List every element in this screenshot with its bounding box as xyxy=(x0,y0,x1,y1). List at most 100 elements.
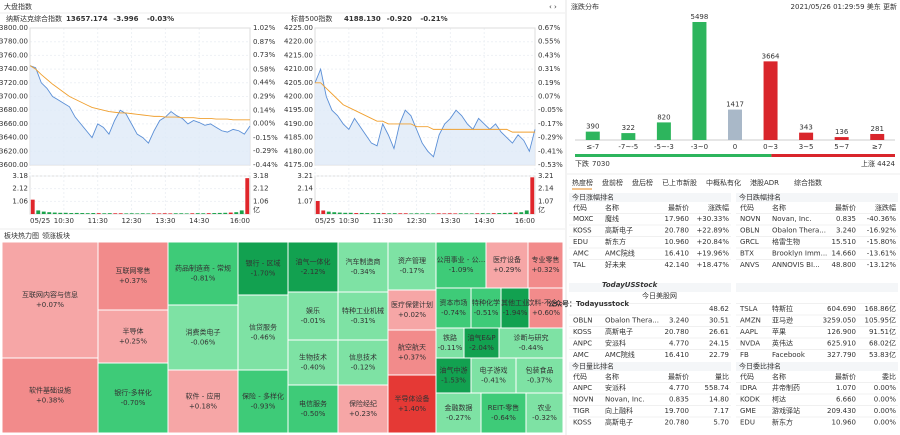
heatmap-tab[interactable]: 领涨板块 xyxy=(42,231,70,240)
sector-tile[interactable] xyxy=(287,384,339,434)
sector-tile[interactable] xyxy=(463,327,500,359)
volume-bar xyxy=(52,212,57,214)
table-cell: Obalon Thera... xyxy=(772,227,826,235)
sector-pct: +0.07% xyxy=(36,301,64,309)
sector-tile[interactable] xyxy=(435,392,482,434)
sector-tile[interactable] xyxy=(337,241,389,293)
sector-tile[interactable] xyxy=(500,287,530,329)
table-cell[interactable]: OBLN xyxy=(740,227,759,235)
sector-tile[interactable] xyxy=(97,309,169,364)
tab[interactable]: 综合指数 xyxy=(794,178,822,187)
sector-tile[interactable] xyxy=(167,241,239,306)
sector-pct: -0.27% xyxy=(446,414,471,422)
sector-tile[interactable] xyxy=(435,357,472,394)
tab[interactable]: 已上市新股 xyxy=(662,178,697,187)
table-cell[interactable]: ANVS xyxy=(740,261,760,269)
table-cell[interactable]: NVDA xyxy=(740,340,760,348)
tab[interactable]: 盘后榜 xyxy=(632,178,653,187)
volume-bar xyxy=(414,213,419,214)
dist-category: 0~3 xyxy=(763,143,778,151)
volume-bar xyxy=(354,213,359,214)
table-cell[interactable]: KOSS xyxy=(573,227,592,235)
sector-tile[interactable] xyxy=(387,329,437,376)
heatmap-tab[interactable]: 板块热力图 xyxy=(4,231,39,240)
table-cell[interactable]: GME xyxy=(740,407,756,415)
tab[interactable]: 港股ADR xyxy=(750,178,779,187)
volume-bar xyxy=(113,213,118,214)
table-cell[interactable]: AMZN xyxy=(740,317,761,325)
table-cell[interactable]: GRCL xyxy=(740,238,759,246)
sector-tile[interactable] xyxy=(470,287,502,329)
sector-tile[interactable] xyxy=(1,241,99,359)
table-cell[interactable]: KODK xyxy=(740,396,760,404)
sector-tile[interactable] xyxy=(435,287,472,329)
sector-tile[interactable] xyxy=(97,241,169,311)
volume-bar xyxy=(140,213,145,214)
sector-tile[interactable] xyxy=(387,374,437,434)
table-cell[interactable]: EDU xyxy=(740,419,755,427)
sector-tile[interactable] xyxy=(527,241,564,289)
table-cell[interactable]: TSLA xyxy=(739,305,758,313)
table-cell[interactable]: EDU xyxy=(573,238,588,246)
table-cell[interactable]: AMC xyxy=(573,351,589,359)
table-cell: 新东方 xyxy=(772,418,793,427)
sector-pct: -0.74% xyxy=(441,309,466,317)
nav-arrows[interactable]: ‹ › xyxy=(549,3,557,11)
table-cell[interactable]: AAPL xyxy=(740,328,758,336)
sector-tile[interactable] xyxy=(237,294,289,371)
sector-tile[interactable] xyxy=(515,357,564,394)
sector-tile[interactable] xyxy=(387,241,437,291)
table-cell[interactable]: KOSS xyxy=(573,328,592,336)
sector-tile[interactable] xyxy=(485,241,529,289)
sector-pct: -0.06% xyxy=(191,339,216,347)
table-cell[interactable]: AMC xyxy=(573,250,589,258)
sector-tile[interactable] xyxy=(237,369,289,434)
volume-bar xyxy=(475,213,480,214)
sector-tile[interactable] xyxy=(287,241,339,293)
table-cell[interactable]: OBLN xyxy=(573,317,592,325)
sector-tile[interactable] xyxy=(337,384,389,434)
table-cell[interactable]: MOXC xyxy=(573,215,593,223)
table-title-bg xyxy=(736,283,898,292)
tab[interactable]: 盘前榜 xyxy=(602,178,623,187)
sector-tile[interactable] xyxy=(498,327,564,359)
table-cell[interactable]: NOVN xyxy=(573,396,594,404)
table-cell: 6.660 xyxy=(836,396,856,404)
volume-bar xyxy=(107,213,112,214)
table-cell[interactable]: IDRA xyxy=(740,384,757,392)
sector-tile[interactable] xyxy=(337,291,389,341)
v-tick-label: 3.21 xyxy=(538,172,554,180)
table-cell[interactable]: TIGR xyxy=(572,407,590,415)
table-cell: 特斯拉 xyxy=(772,304,793,313)
sector-tile[interactable] xyxy=(237,241,289,296)
sector-tile[interactable] xyxy=(525,392,564,434)
sector-tile[interactable] xyxy=(1,357,99,434)
sector-tile[interactable] xyxy=(387,289,437,331)
sector-name: 资产管理 xyxy=(398,256,426,265)
dist-value: 136 xyxy=(835,128,849,136)
table-cell[interactable]: ANPC xyxy=(573,384,592,392)
table-cell[interactable]: TAL xyxy=(572,261,586,269)
dist-category: -5~-3 xyxy=(654,143,674,151)
sector-tile[interactable] xyxy=(167,369,239,434)
sector-tile[interactable] xyxy=(287,339,339,386)
sector-tile[interactable] xyxy=(97,362,169,434)
volume-bar xyxy=(30,199,35,214)
sector-tile[interactable] xyxy=(435,327,465,359)
table-cell[interactable]: BTX xyxy=(740,250,754,258)
sector-tile[interactable] xyxy=(337,339,389,386)
table-cell[interactable]: KOSS xyxy=(573,419,592,427)
table-cell: 126.900 xyxy=(827,328,856,336)
sector-pct: -0.32% xyxy=(532,414,557,422)
sector-tile[interactable] xyxy=(470,357,517,394)
sector-tile[interactable] xyxy=(167,304,239,371)
sector-tile[interactable] xyxy=(480,392,527,434)
tab[interactable]: 中概私有化 xyxy=(706,178,741,187)
table-cell[interactable]: FB xyxy=(740,351,749,359)
sector-tile[interactable] xyxy=(528,287,564,329)
tab[interactable]: 热度榜 xyxy=(572,178,593,187)
table-cell[interactable]: NOVN xyxy=(740,215,761,223)
sector-tile[interactable] xyxy=(435,241,487,289)
table-cell[interactable]: ANPC xyxy=(573,340,592,348)
sector-tile[interactable] xyxy=(287,291,339,341)
